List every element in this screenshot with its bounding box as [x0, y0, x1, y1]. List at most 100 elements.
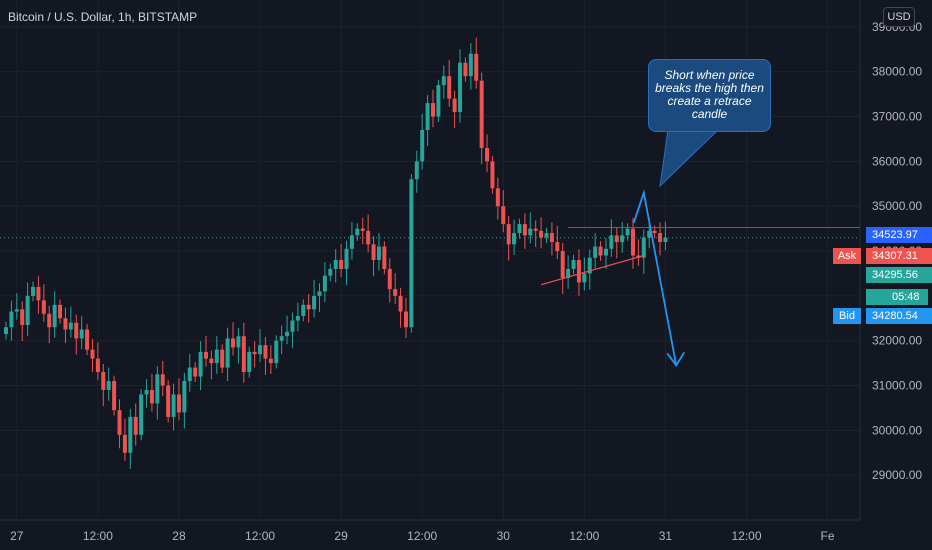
candle-body [182, 381, 187, 413]
candle-body [344, 248, 349, 269]
candle-body [198, 351, 203, 377]
candle-body [317, 291, 322, 296]
time-axis[interactable] [0, 520, 860, 550]
candle-body [155, 374, 160, 404]
currency-button[interactable]: USD [883, 7, 915, 27]
candle-body [360, 228, 365, 231]
candle-body [333, 260, 338, 269]
candle-body [9, 311, 14, 328]
candle-body [609, 235, 614, 249]
candle-body [128, 416, 133, 453]
candle-body [593, 246, 598, 258]
candle-body [614, 235, 619, 243]
candle-body [387, 268, 392, 290]
short-arrow-head [666, 351, 685, 367]
candle-body [58, 304, 63, 319]
candles [0, 37, 860, 469]
candle-body [447, 76, 452, 99]
candle-body [398, 295, 403, 312]
candle-body [474, 53, 479, 81]
candle-body [247, 351, 252, 373]
candle-body [4, 327, 8, 334]
ask-label: Ask [833, 248, 861, 264]
candle-body [598, 246, 603, 256]
candle-body [620, 235, 625, 243]
candle-body [587, 257, 592, 274]
candle-body [625, 228, 630, 236]
candle-body [630, 228, 635, 256]
candle-body [436, 85, 441, 117]
candle-body [306, 304, 311, 310]
time-tick-label: 12:00 [245, 529, 275, 543]
candle-body [268, 358, 273, 364]
candle-body [36, 286, 41, 301]
candle-body [171, 394, 176, 417]
candle-body [485, 147, 490, 162]
candle-body [339, 260, 344, 269]
candle-body [14, 309, 19, 312]
candle-body [193, 367, 198, 377]
candle-body [214, 349, 219, 364]
candle-body [409, 179, 414, 328]
countdown-value: 05:48 [892, 291, 920, 303]
time-tick-label: 12:00 [83, 529, 113, 543]
candle-body [371, 244, 376, 260]
price-tick-label: 31000.00 [872, 379, 922, 393]
candle-body [63, 318, 68, 330]
last-price-value: 34523.97 [872, 229, 918, 241]
bid-price-value: 34280.54 [872, 310, 918, 322]
callout-pointer [659, 129, 720, 188]
candle-body [203, 351, 208, 359]
candle-body [490, 161, 495, 189]
candle-body [106, 381, 111, 390]
candle-body [328, 268, 333, 276]
candle-body [349, 235, 354, 249]
candle-body [241, 336, 246, 373]
time-tick-label: 31 [659, 529, 673, 543]
candle-body [31, 286, 36, 296]
candle-body [209, 358, 214, 364]
candle-body [252, 351, 257, 355]
candle-body [512, 233, 517, 245]
ask-price-tag: 34307.31 [866, 248, 932, 264]
candle-body [258, 345, 263, 355]
price-tick-label: 35000.00 [872, 199, 922, 213]
candle-body [566, 268, 571, 278]
time-tick-label: 30 [497, 529, 511, 543]
candle-body [501, 206, 506, 225]
candle-body [382, 246, 387, 269]
candle-body [139, 394, 144, 435]
ask-price-value: 34307.31 [872, 250, 918, 262]
candle-body [312, 295, 317, 310]
candle-body [571, 260, 576, 269]
candle-body [160, 374, 165, 386]
countdown-tag: 05:48 [866, 289, 928, 305]
drawings [540, 129, 860, 367]
candle-body [641, 237, 646, 258]
candle-body [647, 230, 652, 238]
candle-body [376, 246, 381, 260]
candle-body [101, 372, 106, 390]
candle-body [452, 98, 457, 113]
bid-label: Bid [833, 308, 861, 324]
time-tick-label: 12:00 [407, 529, 437, 543]
candle-body [295, 316, 300, 321]
candle-body [468, 53, 473, 77]
candle-body [274, 340, 279, 364]
support-trendline [540, 254, 644, 286]
candle-body [431, 103, 435, 117]
candle-body [220, 349, 225, 368]
candle-body [95, 358, 100, 373]
candle-body [517, 224, 522, 234]
candle-body [166, 385, 171, 417]
bid-price-tag: 34280.54 [866, 308, 932, 324]
candle-body [176, 394, 181, 413]
candle-body [414, 161, 419, 180]
candle-body [225, 338, 230, 368]
candle-body [122, 434, 127, 453]
price-tick-label: 37000.00 [872, 110, 922, 124]
annotation-callout[interactable]: Short when price breaks the high then cr… [648, 59, 771, 132]
candle-body [322, 275, 327, 292]
candle-body [74, 322, 79, 339]
